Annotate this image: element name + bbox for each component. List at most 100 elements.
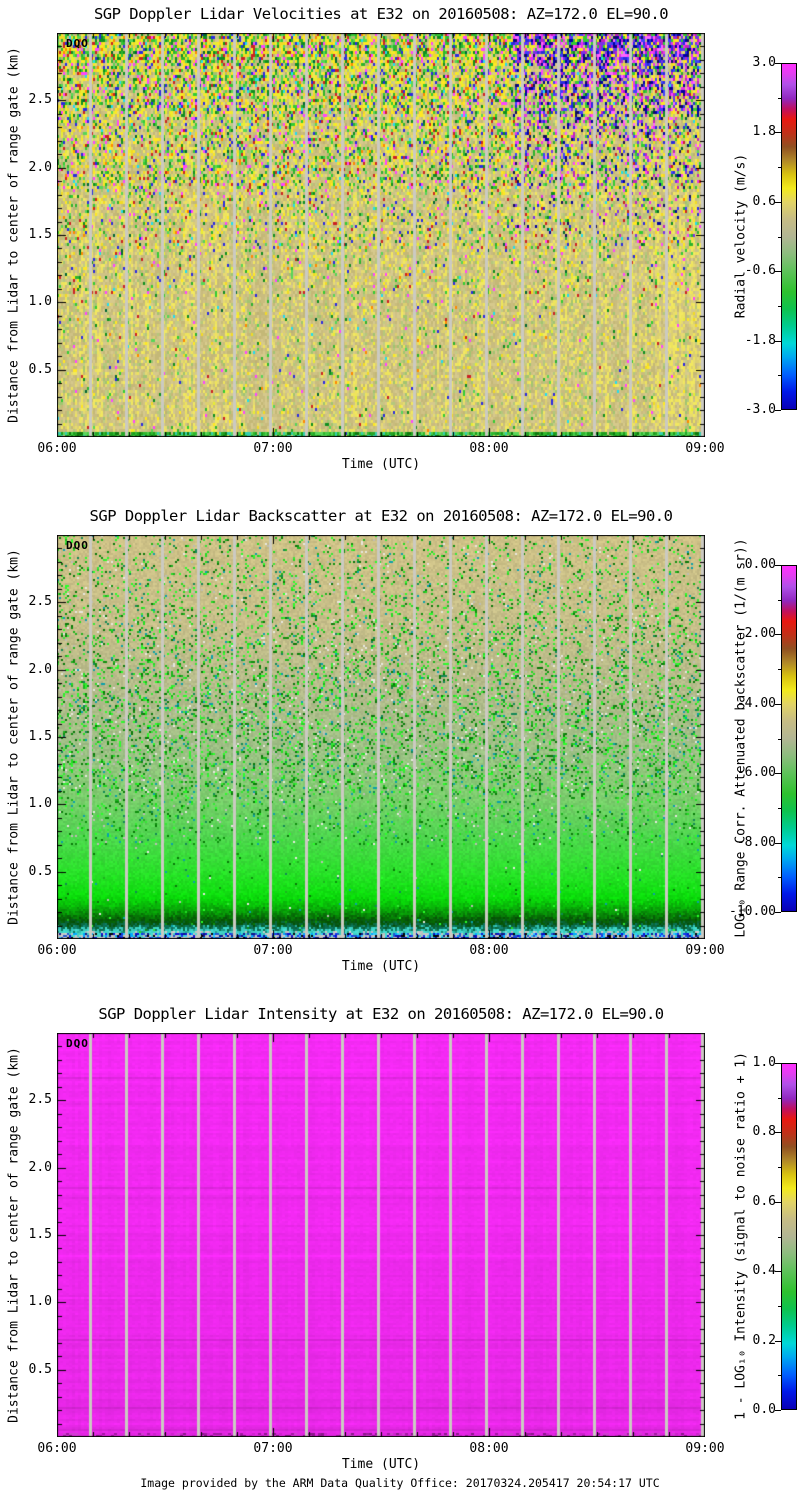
colorbar-tick-label: 0.0 [752, 1402, 776, 1417]
colorbar-tick-label: 3.0 [752, 55, 776, 70]
x-tick-label: 09:00 [685, 1441, 725, 1456]
colorbar-tick-mark [775, 912, 781, 913]
colorbar-minor-tick-mark [778, 1236, 781, 1238]
provider-footer: Image provided by the ARM Data Quality O… [140, 1476, 660, 1490]
colorbar-minor-tick-mark [778, 1097, 781, 1099]
colorbar-tick-label: 1.0 [752, 1055, 776, 1070]
x-tick-label: 08:00 [469, 441, 509, 456]
colorbar-minor-tick-mark [778, 236, 781, 238]
colorbar-tick-label: -6.00 [736, 765, 776, 781]
colorbar-tick-label: -1.8 [744, 332, 776, 348]
colorbar-tick-mark [775, 1201, 781, 1203]
y-tick-label: 0.5 [28, 863, 52, 879]
colorbar-tick-mark [775, 773, 781, 775]
colorbar-tick-label: -8.00 [736, 834, 776, 850]
colorbar-tick-label: -3.0 [744, 402, 776, 417]
x-axis-label: Time (UTC) [341, 457, 421, 472]
x-tick-label: 07:00 [253, 1441, 293, 1456]
colorbar-minor-tick-mark [778, 877, 781, 879]
x-tick-label: 06:00 [37, 441, 77, 456]
intensity-panel: SGP Doppler Lidar Intensity at E32 on 20… [0, 1000, 800, 1500]
colorbar-tick-mark [775, 63, 781, 64]
colorbar-tick-label: 0.00 [744, 557, 776, 572]
y-tick-label: 1.5 [28, 729, 52, 744]
backscatter-colorbar-label: LOG₁₀ Range Corr. Attenuated backscatter… [733, 538, 749, 938]
colorbar-tick-mark [775, 1410, 781, 1411]
x-tick-label: 06:00 [37, 1441, 77, 1456]
colorbar-minor-tick-mark [778, 305, 781, 307]
velocity-colorbar-label: Radial velocity (m/s) [733, 153, 749, 319]
colorbar-minor-tick-mark [778, 669, 781, 671]
colorbar-tick-mark [775, 271, 781, 273]
x-tick-label: 09:00 [685, 943, 725, 958]
colorbar-minor-tick-mark [778, 1375, 781, 1377]
intensity-colorbar-label: 1 - LOG₁₀ Intensity (signal to noise rat… [733, 1052, 749, 1420]
colorbar-minor-tick-mark [778, 599, 781, 601]
y-tick-label: 2.5 [28, 594, 52, 610]
colorbar-minor-tick-mark [778, 1305, 781, 1307]
colorbar-tick-mark [775, 842, 781, 844]
colorbar-tick-label: 1.8 [752, 124, 776, 140]
y-tick-label: 0.5 [28, 1361, 52, 1377]
colorbar-tick-label: -10.00 [729, 904, 776, 919]
y-tick-label: 1.0 [28, 1294, 52, 1310]
colorbar-tick-mark [775, 1340, 781, 1342]
colorbar-tick-label: -4.00 [736, 695, 776, 711]
y-tick-label: 1.0 [28, 294, 52, 310]
y-tick-label: 2.0 [28, 1159, 52, 1175]
colorbar-tick-label: 0.2 [752, 1332, 776, 1348]
backscatter-panel-title: SGP Doppler Lidar Backscatter at E32 on … [89, 507, 673, 525]
colorbar-tick-mark [775, 565, 781, 566]
x-tick-label: 07:00 [253, 943, 293, 958]
x-axis-label: Time (UTC) [341, 959, 421, 974]
x-tick-label: 08:00 [469, 1441, 509, 1456]
y-tick-label: 2.5 [28, 92, 52, 108]
y-tick-label: 2.0 [28, 661, 52, 677]
x-tick-label: 06:00 [37, 943, 77, 958]
colorbar-minor-tick-mark [778, 738, 781, 740]
colorbar-tick-mark [775, 340, 781, 342]
colorbar-minor-tick-mark [778, 1167, 781, 1169]
colorbar-tick-mark [775, 634, 781, 636]
colorbar-tick-label: 0.6 [752, 1193, 776, 1209]
colorbar-tick-label: 0.8 [752, 1124, 776, 1140]
y-tick-label: 0.5 [28, 361, 52, 377]
colorbar-tick-mark [775, 1271, 781, 1273]
dqo-watermark: DQO [66, 37, 89, 50]
dqo-watermark: DQO [66, 539, 89, 552]
colorbar-tick-label: -0.6 [744, 263, 776, 279]
colorbar-tick-mark [775, 1132, 781, 1134]
dqo-watermark: DQO [66, 1037, 89, 1050]
intensity-panel-title: SGP Doppler Lidar Intensity at E32 on 20… [98, 1005, 664, 1023]
colorbar-minor-tick-mark [778, 375, 781, 377]
colorbar-tick-mark [775, 132, 781, 134]
x-tick-label: 08:00 [469, 943, 509, 958]
velocity-colorbar-gradient [781, 63, 797, 410]
colorbar-tick-mark [775, 1063, 781, 1064]
backscatter-colorbar-gradient [781, 565, 797, 912]
y-tick-label: 1.5 [28, 1227, 52, 1242]
colorbar-tick-label: 0.6 [752, 193, 776, 209]
intensity-heatmap-canvas [57, 1033, 705, 1437]
colorbar-tick-label: -2.00 [736, 626, 776, 642]
x-tick-label: 09:00 [685, 441, 725, 456]
y-tick-label: 2.0 [28, 159, 52, 175]
velocity-heatmap-canvas [57, 33, 705, 437]
x-tick-label: 07:00 [253, 441, 293, 456]
backscatter-panel: SGP Doppler Lidar Backscatter at E32 on … [0, 502, 800, 1002]
y-tick-label: 1.0 [28, 796, 52, 812]
colorbar-minor-tick-mark [778, 807, 781, 809]
colorbar-tick-label: 0.4 [752, 1263, 776, 1279]
y-tick-label: 2.5 [28, 1092, 52, 1108]
velocity-panel-title: SGP Doppler Lidar Velocities at E32 on 2… [93, 5, 669, 23]
backscatter-heatmap-canvas [57, 535, 705, 939]
intensity-colorbar-gradient [781, 1063, 797, 1410]
colorbar-minor-tick-mark [778, 167, 781, 169]
colorbar-tick-mark [775, 703, 781, 705]
x-axis-label: Time (UTC) [341, 1457, 421, 1472]
velocity-panel: SGP Doppler Lidar Velocities at E32 on 2… [0, 0, 800, 500]
y-tick-label: 1.5 [28, 227, 52, 242]
colorbar-tick-mark [775, 201, 781, 203]
colorbar-tick-mark [775, 410, 781, 411]
